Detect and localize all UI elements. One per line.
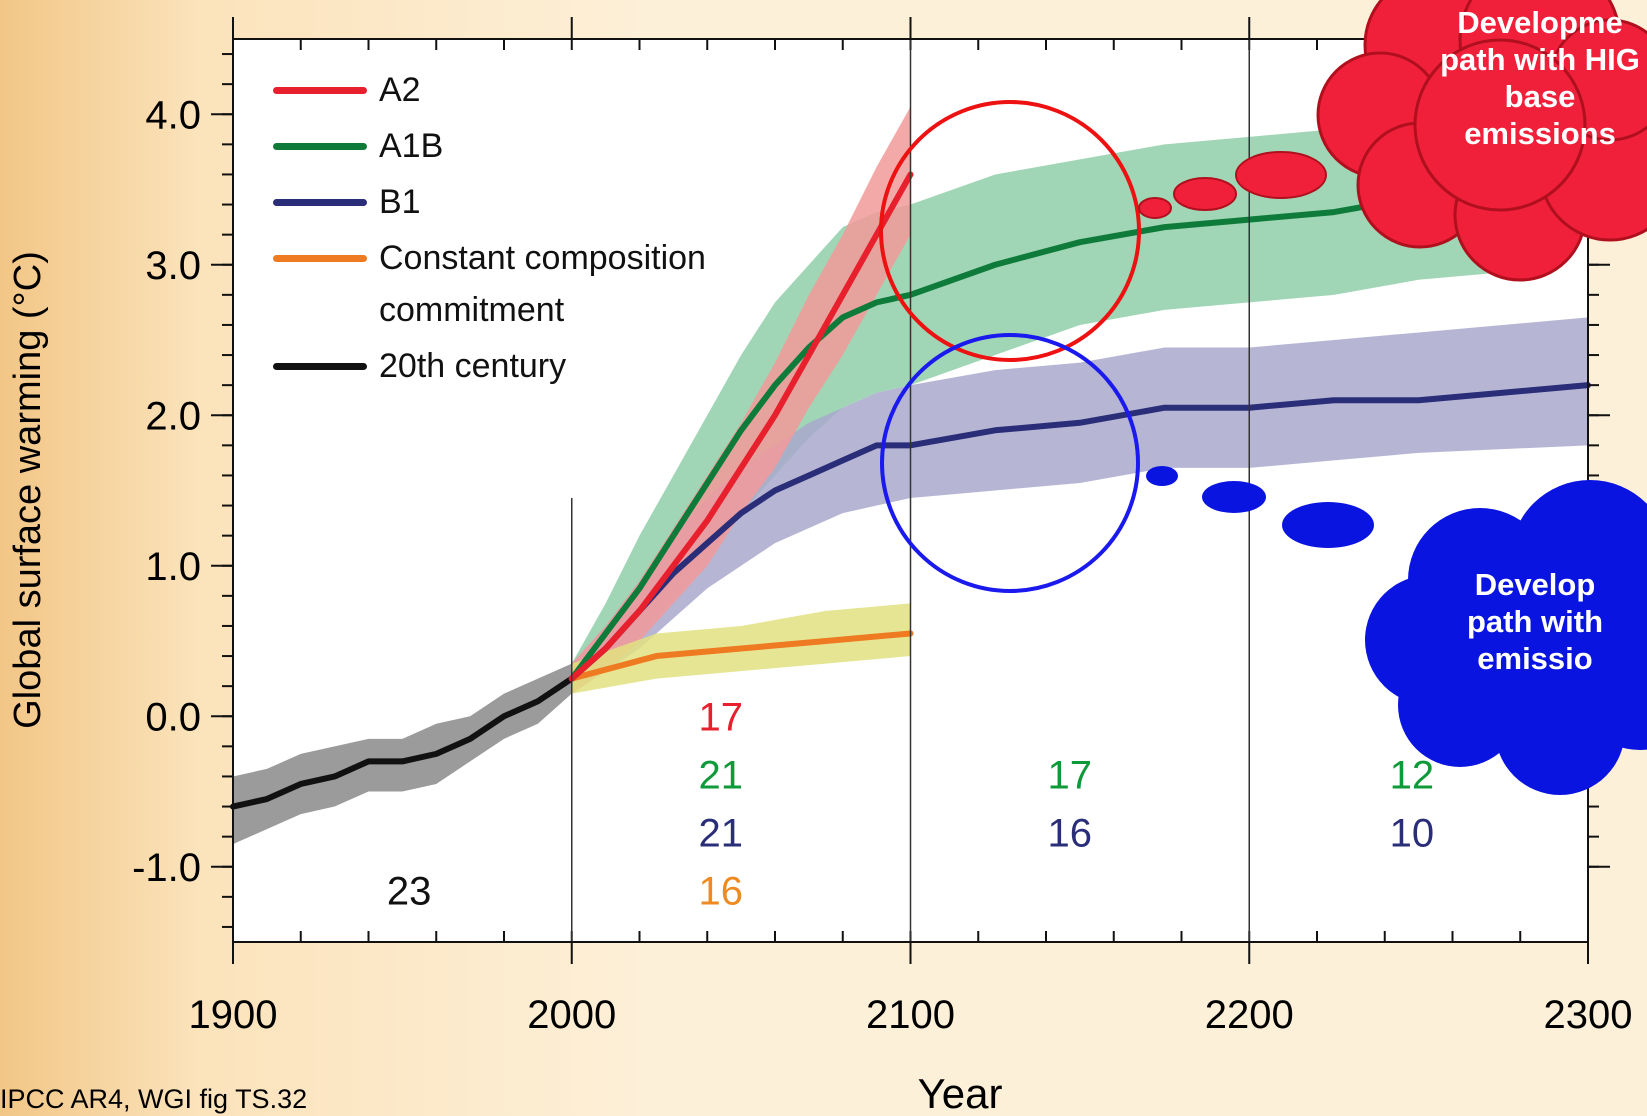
legend-swatch bbox=[273, 363, 367, 370]
model-count: 16 bbox=[699, 869, 744, 913]
callout-text: path with bbox=[1467, 604, 1603, 639]
model-count: 16 bbox=[1047, 811, 1092, 855]
legend-label: Constant composition commitment bbox=[379, 239, 706, 329]
thought-bubbles bbox=[1146, 466, 1374, 548]
series-line bbox=[568, 630, 914, 682]
axes: 1900 2000 2100 2200 2300 -1.0 0.0 1.0 2.0 3.0 4.0 bbox=[132, 17, 1632, 1037]
thought-bubbles bbox=[1138, 151, 1327, 219]
x-tick-label: 2000 bbox=[527, 993, 616, 1037]
callout-text: path with HIG bbox=[1440, 42, 1640, 77]
legend-entry: B1 bbox=[273, 176, 779, 228]
cloud bbox=[1316, 0, 1647, 282]
uncertainty-band bbox=[571, 317, 1588, 694]
series-line bbox=[230, 675, 575, 810]
callout-text: emissio bbox=[1477, 641, 1592, 676]
legend-label: A1B bbox=[379, 127, 444, 165]
y-tick-label: 1.0 bbox=[145, 545, 201, 589]
y-tick-label: 4.0 bbox=[145, 93, 201, 137]
legend-swatch bbox=[273, 143, 367, 150]
x-tick-label: 1900 bbox=[189, 993, 278, 1037]
y-axis-label: Global surface warming (°C) bbox=[7, 251, 49, 729]
legend-entry: Constant composition commitment bbox=[273, 232, 779, 336]
legend-label: A2 bbox=[379, 71, 421, 109]
model-count: 12 bbox=[1390, 753, 1435, 797]
highlight-circle bbox=[880, 333, 1140, 593]
callout-text: base bbox=[1505, 79, 1576, 114]
x-tick-label: 2300 bbox=[1544, 993, 1633, 1037]
series-line bbox=[568, 186, 1507, 682]
legend-entry: A1B bbox=[273, 120, 779, 172]
x-tick-label: 2200 bbox=[1205, 993, 1294, 1037]
lines bbox=[230, 171, 1591, 810]
legend-entry: A2 bbox=[273, 64, 779, 116]
uncertainty-band bbox=[233, 663, 572, 845]
cloud bbox=[1365, 480, 1647, 795]
model-count: 23 bbox=[387, 869, 432, 913]
legend-entry: 20th century bbox=[273, 340, 779, 392]
callout-text: emissions bbox=[1464, 116, 1616, 151]
y-tick-label: 0.0 bbox=[145, 695, 201, 739]
y-tick-label: -1.0 bbox=[132, 846, 201, 890]
legend-swatch bbox=[273, 255, 367, 262]
legend-swatch bbox=[273, 199, 367, 206]
series-line bbox=[568, 171, 914, 682]
source-note: IPCC AR4, WGI fig TS.32 bbox=[0, 1084, 307, 1114]
model-count: 10 bbox=[1390, 811, 1435, 855]
model-count: 21 bbox=[699, 811, 744, 855]
uncertainty-band bbox=[571, 106, 1504, 694]
model-count: 21 bbox=[699, 753, 744, 797]
x-tick-label: 2100 bbox=[866, 993, 955, 1037]
callout-text: Develop bbox=[1475, 567, 1596, 602]
model-count: 17 bbox=[699, 695, 744, 739]
legend-label: B1 bbox=[379, 183, 421, 221]
callout-text: Developme bbox=[1457, 5, 1622, 40]
model-count: 17 bbox=[1047, 753, 1092, 797]
y-tick-label: 3.0 bbox=[145, 244, 201, 288]
y-tick-label: 2.0 bbox=[145, 394, 201, 438]
series-line bbox=[568, 382, 1591, 682]
x-axis-label: Year bbox=[918, 1070, 1003, 1116]
legend-label: 20th century bbox=[379, 347, 567, 385]
model-counts: 23 17 21 21 16 17 16 12 10 bbox=[387, 695, 1434, 913]
legend: A2 A1B B1 Constant composition commitment 20… bbox=[273, 64, 779, 396]
legend-swatch bbox=[273, 87, 367, 94]
highlight-circle bbox=[879, 100, 1141, 362]
